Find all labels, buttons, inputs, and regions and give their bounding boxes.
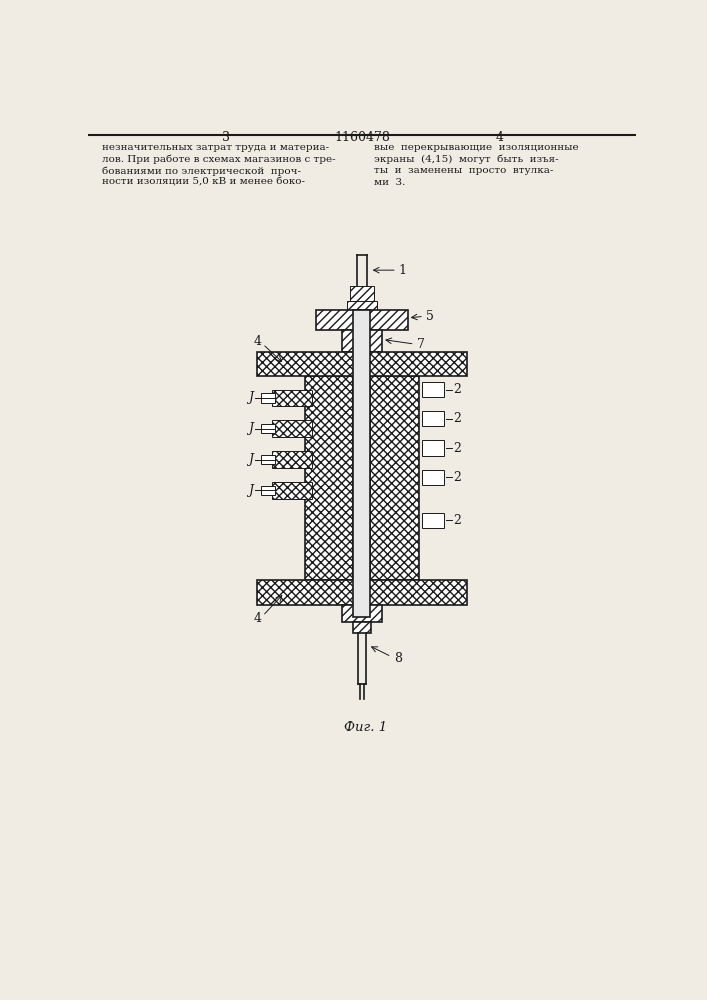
Bar [422, 440, 444, 456]
Bar [347, 301, 377, 310]
Text: 2: 2 [453, 412, 461, 425]
Text: 7: 7 [417, 338, 425, 351]
Text: 1: 1 [398, 264, 407, 277]
Text: ми  3.: ми 3. [373, 178, 405, 187]
Text: Фиг. 1: Фиг. 1 [344, 721, 387, 734]
Bar [257, 580, 467, 605]
Bar [272, 389, 312, 406]
Bar [354, 310, 370, 617]
Bar [341, 330, 382, 352]
Text: 4: 4 [253, 612, 262, 625]
Text: бованиями по электрической  проч-: бованиями по электрической проч- [103, 166, 301, 176]
Text: 8: 8 [394, 652, 402, 666]
Text: J: J [248, 391, 253, 404]
Text: ности изоляции 5,0 кВ и менее боко-: ности изоляции 5,0 кВ и менее боко- [103, 178, 305, 187]
Text: незначительных затрат труда и материа-: незначительных затрат труда и материа- [103, 143, 329, 152]
Bar [261, 424, 275, 433]
Text: вые  перекрывающие  изоляционные: вые перекрывающие изоляционные [373, 143, 578, 152]
Bar [422, 411, 444, 426]
Text: ты  и  заменены  просто  втулка-: ты и заменены просто втулка- [373, 166, 553, 175]
Bar [272, 420, 312, 437]
Bar [305, 376, 419, 580]
Bar [341, 605, 382, 622]
Text: J: J [248, 422, 253, 435]
Text: 1160478: 1160478 [334, 131, 390, 144]
Bar [272, 451, 312, 468]
Bar [354, 376, 370, 580]
Bar [422, 382, 444, 397]
Text: 4: 4 [495, 131, 503, 144]
Bar [272, 482, 312, 499]
Text: 2: 2 [453, 383, 461, 396]
Text: лов. При работе в схемах магазинов с тре-: лов. При работе в схемах магазинов с тре… [103, 155, 336, 164]
Bar [422, 513, 444, 528]
Bar [353, 622, 371, 633]
Text: 2: 2 [453, 471, 461, 484]
Text: 3: 3 [221, 131, 230, 144]
Text: 2: 2 [453, 514, 461, 527]
Bar [316, 310, 408, 330]
Text: экраны  (4,15)  могут  быть  изъя-: экраны (4,15) могут быть изъя- [373, 155, 559, 164]
Bar [354, 310, 370, 617]
Text: 4: 4 [253, 335, 262, 348]
Text: J: J [248, 453, 253, 466]
Bar [351, 286, 373, 301]
Text: 5: 5 [426, 310, 434, 323]
Text: 2: 2 [453, 442, 461, 455]
Text: J: J [248, 484, 253, 497]
Bar [422, 470, 444, 485]
Bar [261, 486, 275, 495]
Bar [257, 352, 467, 376]
Bar [261, 455, 275, 464]
Bar [261, 393, 275, 403]
